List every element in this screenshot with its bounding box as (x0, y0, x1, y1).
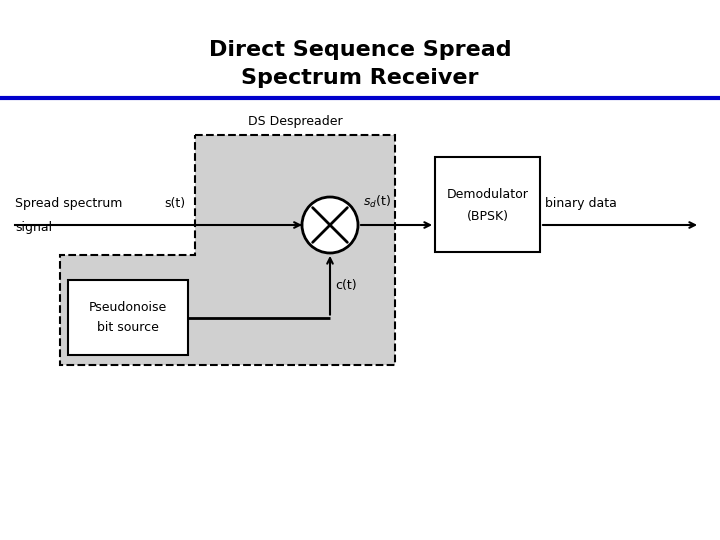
Text: s(t): s(t) (164, 197, 186, 210)
Text: bit source: bit source (97, 321, 159, 334)
Polygon shape (60, 135, 395, 365)
Circle shape (302, 197, 358, 253)
Text: (BPSK): (BPSK) (467, 210, 508, 223)
Text: $s_d$(t): $s_d$(t) (363, 194, 391, 210)
FancyBboxPatch shape (435, 157, 540, 252)
Text: Direct Sequence Spread: Direct Sequence Spread (209, 40, 511, 60)
Text: Spectrum Receiver: Spectrum Receiver (241, 68, 479, 88)
Text: signal: signal (15, 220, 52, 233)
Text: binary data: binary data (545, 197, 617, 210)
Text: DS Despreader: DS Despreader (248, 115, 342, 128)
Text: Pseudonoise: Pseudonoise (89, 301, 167, 314)
FancyBboxPatch shape (68, 280, 188, 355)
Text: Spread spectrum: Spread spectrum (15, 197, 122, 210)
Text: Demodulator: Demodulator (446, 188, 528, 201)
Text: c(t): c(t) (335, 279, 356, 292)
